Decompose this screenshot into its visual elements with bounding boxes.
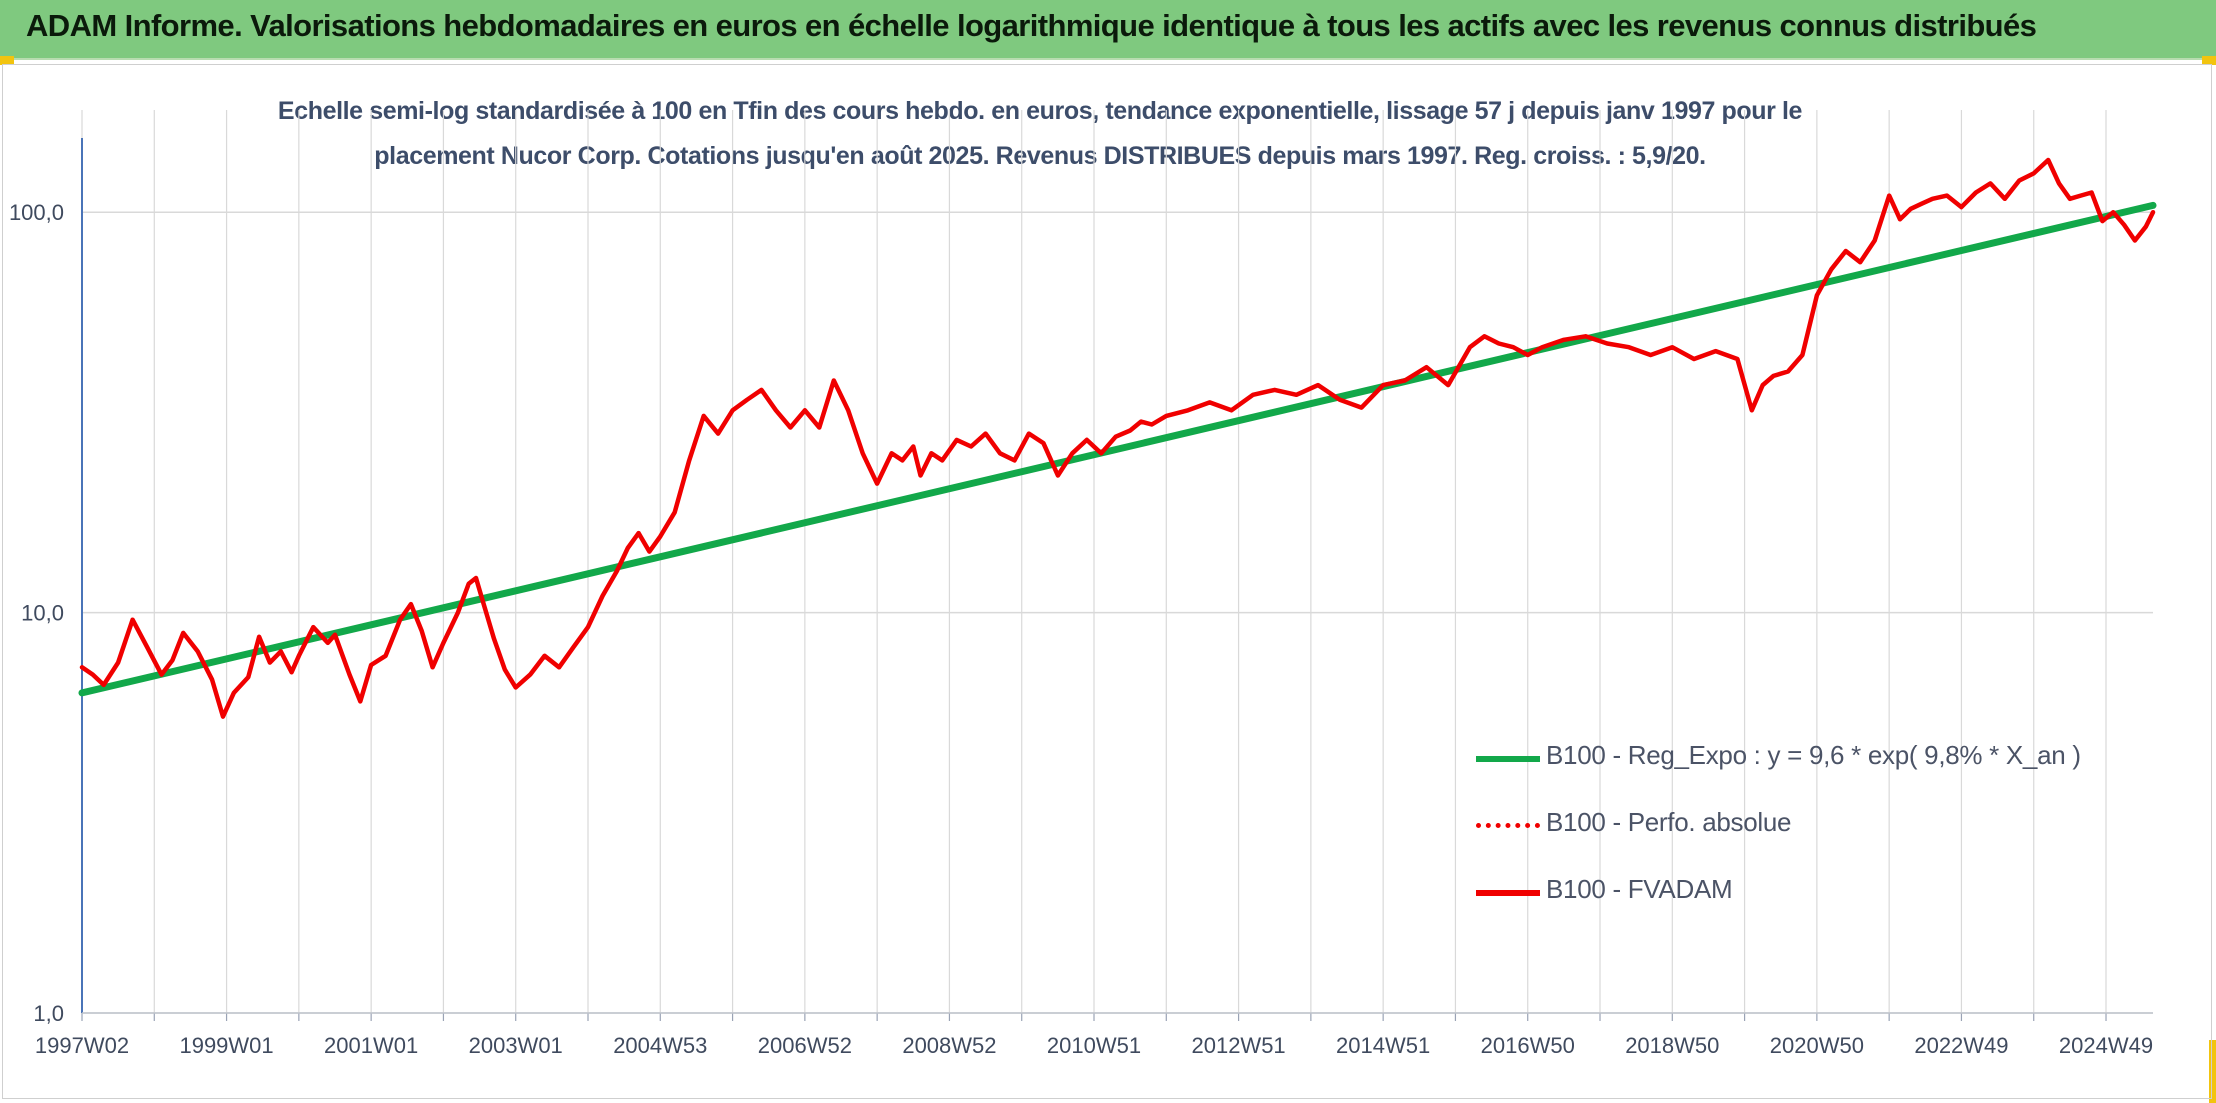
chart-title-line-1: Echelle semi-log standardisée à 100 en T… xyxy=(277,97,1803,125)
report-title: ADAM Informe. Valorisations hebdomadaire… xyxy=(26,8,2037,43)
legend-entry-trend[interactable]: B100 - Reg_Expo : y = 9,6 * exp( 9,8% * … xyxy=(1476,738,2176,778)
chart-axes xyxy=(81,138,2153,1021)
corner-mark-left xyxy=(0,56,14,65)
x-tick-label: 2022W49 xyxy=(1914,1033,2008,1058)
x-tick-label: 2020W50 xyxy=(1770,1033,1864,1058)
x-tick-label: 2001W01 xyxy=(324,1033,418,1058)
corner-mark-right xyxy=(2202,56,2216,65)
legend-label-perf: B100 - Perfo. absolue xyxy=(1546,807,1792,837)
chart-title-line-2: placement Nucor Corp. Cotations jusqu'en… xyxy=(374,142,1706,170)
chart-series xyxy=(78,157,2157,719)
legend-swatch-perf xyxy=(1476,823,1540,828)
x-tick-label: 2014W51 xyxy=(1336,1033,1430,1058)
corner-mark-bottom-right xyxy=(2209,1040,2216,1103)
x-tick-label: 2016W50 xyxy=(1481,1033,1575,1058)
x-tick-label: 2004W53 xyxy=(613,1033,707,1058)
report-banner: ADAM Informe. Valorisations hebdomadaire… xyxy=(0,0,2216,60)
x-tick-label: 2024W49 xyxy=(2059,1033,2153,1058)
legend-label-fvadam: B100 - FVADAM xyxy=(1546,874,1733,904)
chart-frame xyxy=(2,64,2212,1099)
y-tick-label: 100,0 xyxy=(9,200,64,225)
x-tick-label: 1997W02 xyxy=(35,1033,129,1058)
legend-label-trend: B100 - Reg_Expo : y = 9,6 * exp( 9,8% * … xyxy=(1546,740,2081,770)
series-line-fvadam xyxy=(79,157,2156,719)
x-tick-label: 2006W52 xyxy=(758,1033,852,1058)
chart-gridlines xyxy=(81,110,2153,1014)
x-tick-label: 2008W52 xyxy=(902,1033,996,1058)
legend-swatch-trend xyxy=(1476,756,1540,762)
x-tick-label: 2018W50 xyxy=(1625,1033,1719,1058)
x-tick-label: 2012W51 xyxy=(1191,1033,1285,1058)
y-tick-label: 1,0 xyxy=(33,1001,64,1026)
x-tick-label: 2003W01 xyxy=(469,1033,563,1058)
y-tick-label: 10,0 xyxy=(21,601,64,626)
x-tick-label: 1999W01 xyxy=(179,1033,273,1058)
series-line-trend xyxy=(78,201,2157,697)
x-tick-label: 2010W51 xyxy=(1047,1033,1141,1058)
legend-entry-fvadam[interactable]: B100 - FVADAM xyxy=(1476,872,2176,912)
chart-tick-labels: 1,0 10,0 100,0 1997W02 1999W01 2001W01 2003W01… xyxy=(9,200,2153,1058)
legend-swatch-fvadam xyxy=(1476,890,1540,896)
legend-entry-perf[interactable]: B100 - Perfo. absolue xyxy=(1476,805,2176,845)
